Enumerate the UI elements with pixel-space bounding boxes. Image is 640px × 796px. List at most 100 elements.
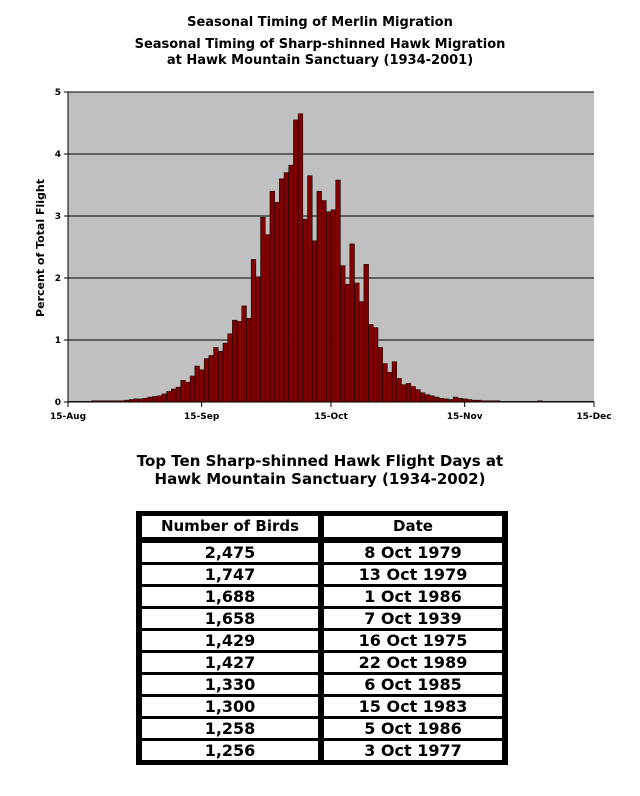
y-tick-label: 2 [55,274,61,284]
bar [419,392,426,403]
bar [152,396,158,403]
chart-title-line2: at Hawk Mountain Sanctuary (1934-2001) [166,53,474,68]
bar [349,243,355,403]
bar [185,381,191,403]
clipped-title: Seasonal Timing of Merlin Migration [187,15,453,30]
bar [438,398,444,403]
table-cell-date: 13 Oct 1979 [324,565,502,584]
bar [208,355,214,403]
bar [326,211,332,403]
bar [321,200,327,403]
table-cell-date: 6 Oct 1985 [324,675,502,694]
bar [424,394,430,403]
table-cell-date: 22 Oct 1989 [324,653,502,672]
flight-days-table: Number of Birds Date 2,475 8 Oct 1979 1,74… [136,511,508,765]
chart-title-line1: Seasonal Timing of Sharp-shinned Hawk Mi… [134,37,506,52]
bar [189,375,196,403]
bar [274,202,280,403]
x-tick-label: 15-Sep [184,412,220,422]
y-tick-label: 3 [55,212,61,222]
bar [203,358,210,403]
x-tick-label: 15-Nov [447,412,483,422]
bar [180,380,186,403]
bar [382,363,388,403]
table-cell-date: 5 Oct 1986 [324,719,502,738]
bar [232,319,238,403]
table-cell-birds: 1,688 [142,587,318,606]
bar [344,283,351,403]
bar [377,347,383,403]
bar [396,378,402,403]
bar [434,396,440,403]
bar [330,209,336,403]
bar [241,305,247,403]
table-cell-birds: 1,427 [142,653,318,672]
bar [415,389,421,403]
bar [246,318,252,403]
bar [405,383,412,403]
column-header-birds: Number of Birds [142,516,318,537]
x-tick-label: 15-Dec [576,412,611,422]
bar [161,393,167,403]
table-title-line1: Top Ten Sharp-shinned Hawk Flight Days a… [136,452,504,470]
bar [391,361,397,403]
bar [199,369,205,403]
migration-chart: 0 1 2 3 4 5 15-Aug 15-Sep 15-Oct 15-Nov 15-Dec Pe… [34,88,612,422]
clipped-header: Seasonal Timing of Merlin Migration [0,12,640,30]
bar [363,264,369,403]
table-cell-birds: 1,300 [142,697,318,716]
x-tick-label: 15-Aug [50,412,86,422]
y-tick-label: 0 [55,398,61,408]
table-cell-birds: 1,658 [142,609,318,628]
bar [457,398,463,403]
bar [358,301,365,403]
bar [142,398,149,403]
bar [401,384,407,403]
table-cell-birds: 1,256 [142,741,318,760]
column-header-date: Date [324,516,502,537]
bar [373,327,379,403]
bar [429,395,435,403]
bar [171,388,177,403]
table-cell-date: 16 Oct 1975 [324,631,502,650]
y-tick-label: 1 [55,336,61,346]
y-tick-label: 5 [55,88,61,98]
bar [283,172,289,403]
bar [316,190,322,403]
bar [293,119,299,403]
bar [307,175,313,403]
table-cell-birds: 1,330 [142,675,318,694]
table-cell-date: 3 Oct 1977 [324,741,502,760]
bar [387,371,393,403]
table-cell-date: 15 Oct 1983 [324,697,502,716]
bar [255,276,261,403]
bar [260,216,266,403]
table-cell-date: 1 Oct 1986 [324,587,502,606]
bar [175,386,181,403]
table-cell-birds: 1,429 [142,631,318,650]
table-cell-date: 7 Oct 1939 [324,609,502,628]
bar [288,164,294,403]
bar [410,386,416,403]
bar [265,234,271,403]
bar [222,342,228,403]
bar [166,391,172,403]
bar [269,190,275,403]
bar [279,178,285,403]
bar [194,365,200,403]
bar [227,333,233,403]
bar [311,240,318,403]
table-title-line2: Hawk Mountain Sanctuary (1934-2002) [154,470,486,488]
bar [297,113,304,403]
table-cell-birds: 2,475 [142,543,318,562]
y-axis-label: Percent of Total Flight [34,179,47,317]
x-tick-label: 15-Oct [314,412,348,422]
table-cell-date: 8 Oct 1979 [324,543,502,562]
bar [218,350,224,403]
table-cell-birds: 1,747 [142,565,318,584]
bar [354,282,360,403]
y-tick-label: 4 [55,150,61,160]
bar [335,179,341,403]
bar [147,396,153,403]
bar [213,347,219,403]
